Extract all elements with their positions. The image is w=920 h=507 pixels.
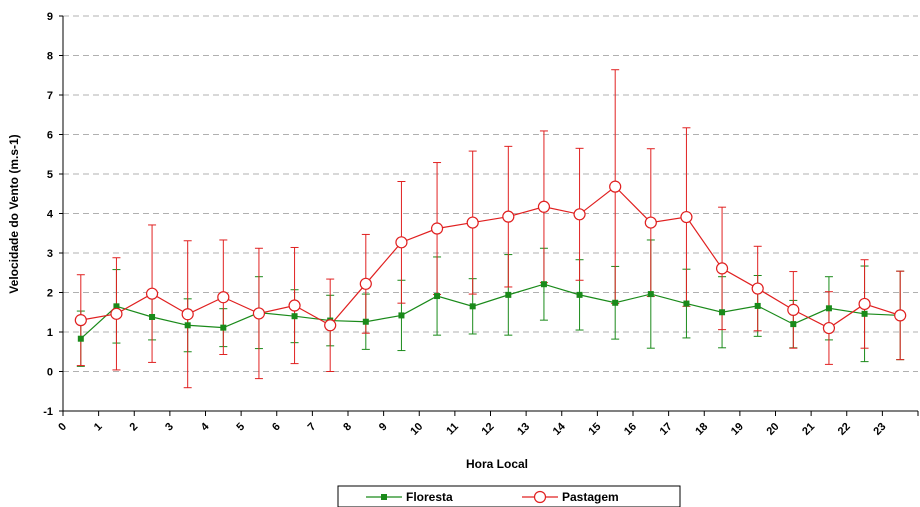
point-floresta: [291, 313, 298, 320]
y-tick-label: 2: [47, 288, 53, 300]
point-floresta: [113, 303, 120, 310]
point-floresta: [825, 305, 832, 312]
point-floresta: [434, 293, 441, 300]
x-axis-label: Hora Local: [466, 457, 528, 471]
y-tick-label: 0: [47, 367, 53, 379]
point-pastagem: [822, 321, 836, 335]
point-pastagem: [573, 208, 586, 221]
point-floresta: [149, 313, 156, 320]
point-floresta: [576, 291, 583, 298]
point-floresta: [861, 310, 868, 317]
y-axis-label: Velocidade do Vento (m.s-1): [7, 134, 21, 293]
point-pastagem: [609, 180, 622, 193]
error-bars: [76, 69, 905, 389]
x-tick-label: 21: [800, 421, 817, 438]
point-floresta: [647, 291, 654, 298]
y-tick-label: 5: [47, 169, 53, 181]
point-floresta: [398, 312, 405, 319]
point-floresta: [77, 335, 84, 342]
x-tick-label: 22: [836, 421, 853, 438]
x-tick-label: 15: [586, 421, 603, 438]
x-tick-label: 0: [56, 421, 69, 434]
legend-label-floresta: Floresta: [406, 490, 453, 504]
point-pastagem: [359, 277, 372, 290]
x-tick-label: 6: [270, 421, 283, 434]
legend-marker-floresta: [381, 494, 387, 500]
point-pastagem: [181, 308, 194, 321]
x-tick-label: 20: [764, 421, 781, 438]
point-pastagem: [288, 299, 301, 312]
point-pastagem: [395, 236, 408, 249]
x-tick-label: 23: [871, 421, 888, 438]
point-pastagem: [110, 307, 123, 320]
point-pastagem: [537, 200, 551, 213]
y-tick-label: 1: [47, 327, 53, 339]
y-tick-label: 9: [47, 11, 53, 23]
x-tick-label: 3: [163, 421, 176, 434]
x-tick-label: 11: [444, 421, 461, 438]
grid-lines: [63, 15, 918, 372]
x-tick-label: 12: [479, 421, 496, 438]
y-tick-label: 6: [47, 130, 53, 142]
x-tick-label: 19: [729, 421, 746, 438]
point-pastagem: [644, 216, 657, 229]
point-floresta: [790, 321, 797, 328]
x-tick-label: 2: [128, 421, 141, 434]
legend-marker-pastagem: [533, 490, 547, 504]
point-pastagem: [217, 291, 230, 304]
point-floresta: [683, 300, 690, 307]
x-tick-label: 9: [377, 421, 390, 434]
x-tick-label: 7: [306, 421, 319, 434]
point-floresta: [362, 318, 369, 325]
x-tick-label: 13: [515, 421, 532, 438]
y-tick-label: 4: [47, 209, 54, 221]
legend: Floresta Pastagem: [337, 485, 681, 507]
legend-box: [337, 485, 681, 507]
point-floresta: [505, 291, 512, 298]
x-tick-label: 5: [234, 421, 247, 434]
x-tick-label: 17: [658, 421, 675, 438]
point-floresta: [220, 324, 227, 331]
point-floresta: [540, 281, 547, 288]
series-lines: [80, 185, 901, 340]
x-tick-label: 18: [693, 421, 710, 438]
data-markers: [74, 180, 907, 342]
series-line-floresta: [80, 283, 901, 340]
point-pastagem: [502, 210, 515, 223]
point-floresta: [469, 303, 476, 310]
series-line-pastagem: [80, 185, 901, 329]
x-tick-label: 10: [408, 421, 425, 438]
point-pastagem: [680, 210, 693, 224]
y-tick-label: 3: [47, 248, 53, 260]
legend-label-pastagem: Pastagem: [562, 490, 619, 504]
point-pastagem: [787, 303, 800, 316]
point-floresta: [719, 309, 726, 316]
point-pastagem: [466, 216, 479, 229]
point-floresta: [612, 299, 619, 306]
point-pastagem: [751, 282, 764, 295]
x-tick-label: 14: [551, 420, 569, 438]
y-tick-label: 8: [47, 51, 53, 63]
y-tick-label: -1: [43, 406, 53, 418]
point-pastagem: [715, 262, 729, 275]
x-tick-labels: 0 1 2 3 4 5 6 7 8 9 10 11 12 13 14 15 16 17 18 19 20 21 22 23: [56, 420, 888, 438]
x-tick-label: 8: [341, 421, 354, 434]
y-tick-labels: -1 0 1 2 3 4 5 6 7 8 9: [43, 11, 54, 418]
x-tick-label: 16: [622, 421, 639, 438]
point-pastagem: [252, 307, 266, 320]
point-floresta: [754, 302, 761, 309]
x-tick-label: 1: [92, 421, 105, 434]
point-pastagem: [145, 287, 159, 300]
point-pastagem: [894, 309, 907, 322]
point-pastagem: [430, 222, 444, 235]
point-pastagem: [324, 319, 337, 332]
point-pastagem: [74, 314, 87, 327]
y-tick-label: 7: [47, 90, 53, 102]
point-floresta: [184, 322, 191, 329]
axes: [59, 15, 919, 416]
point-pastagem: [858, 297, 871, 311]
x-tick-label: 4: [199, 420, 212, 433]
